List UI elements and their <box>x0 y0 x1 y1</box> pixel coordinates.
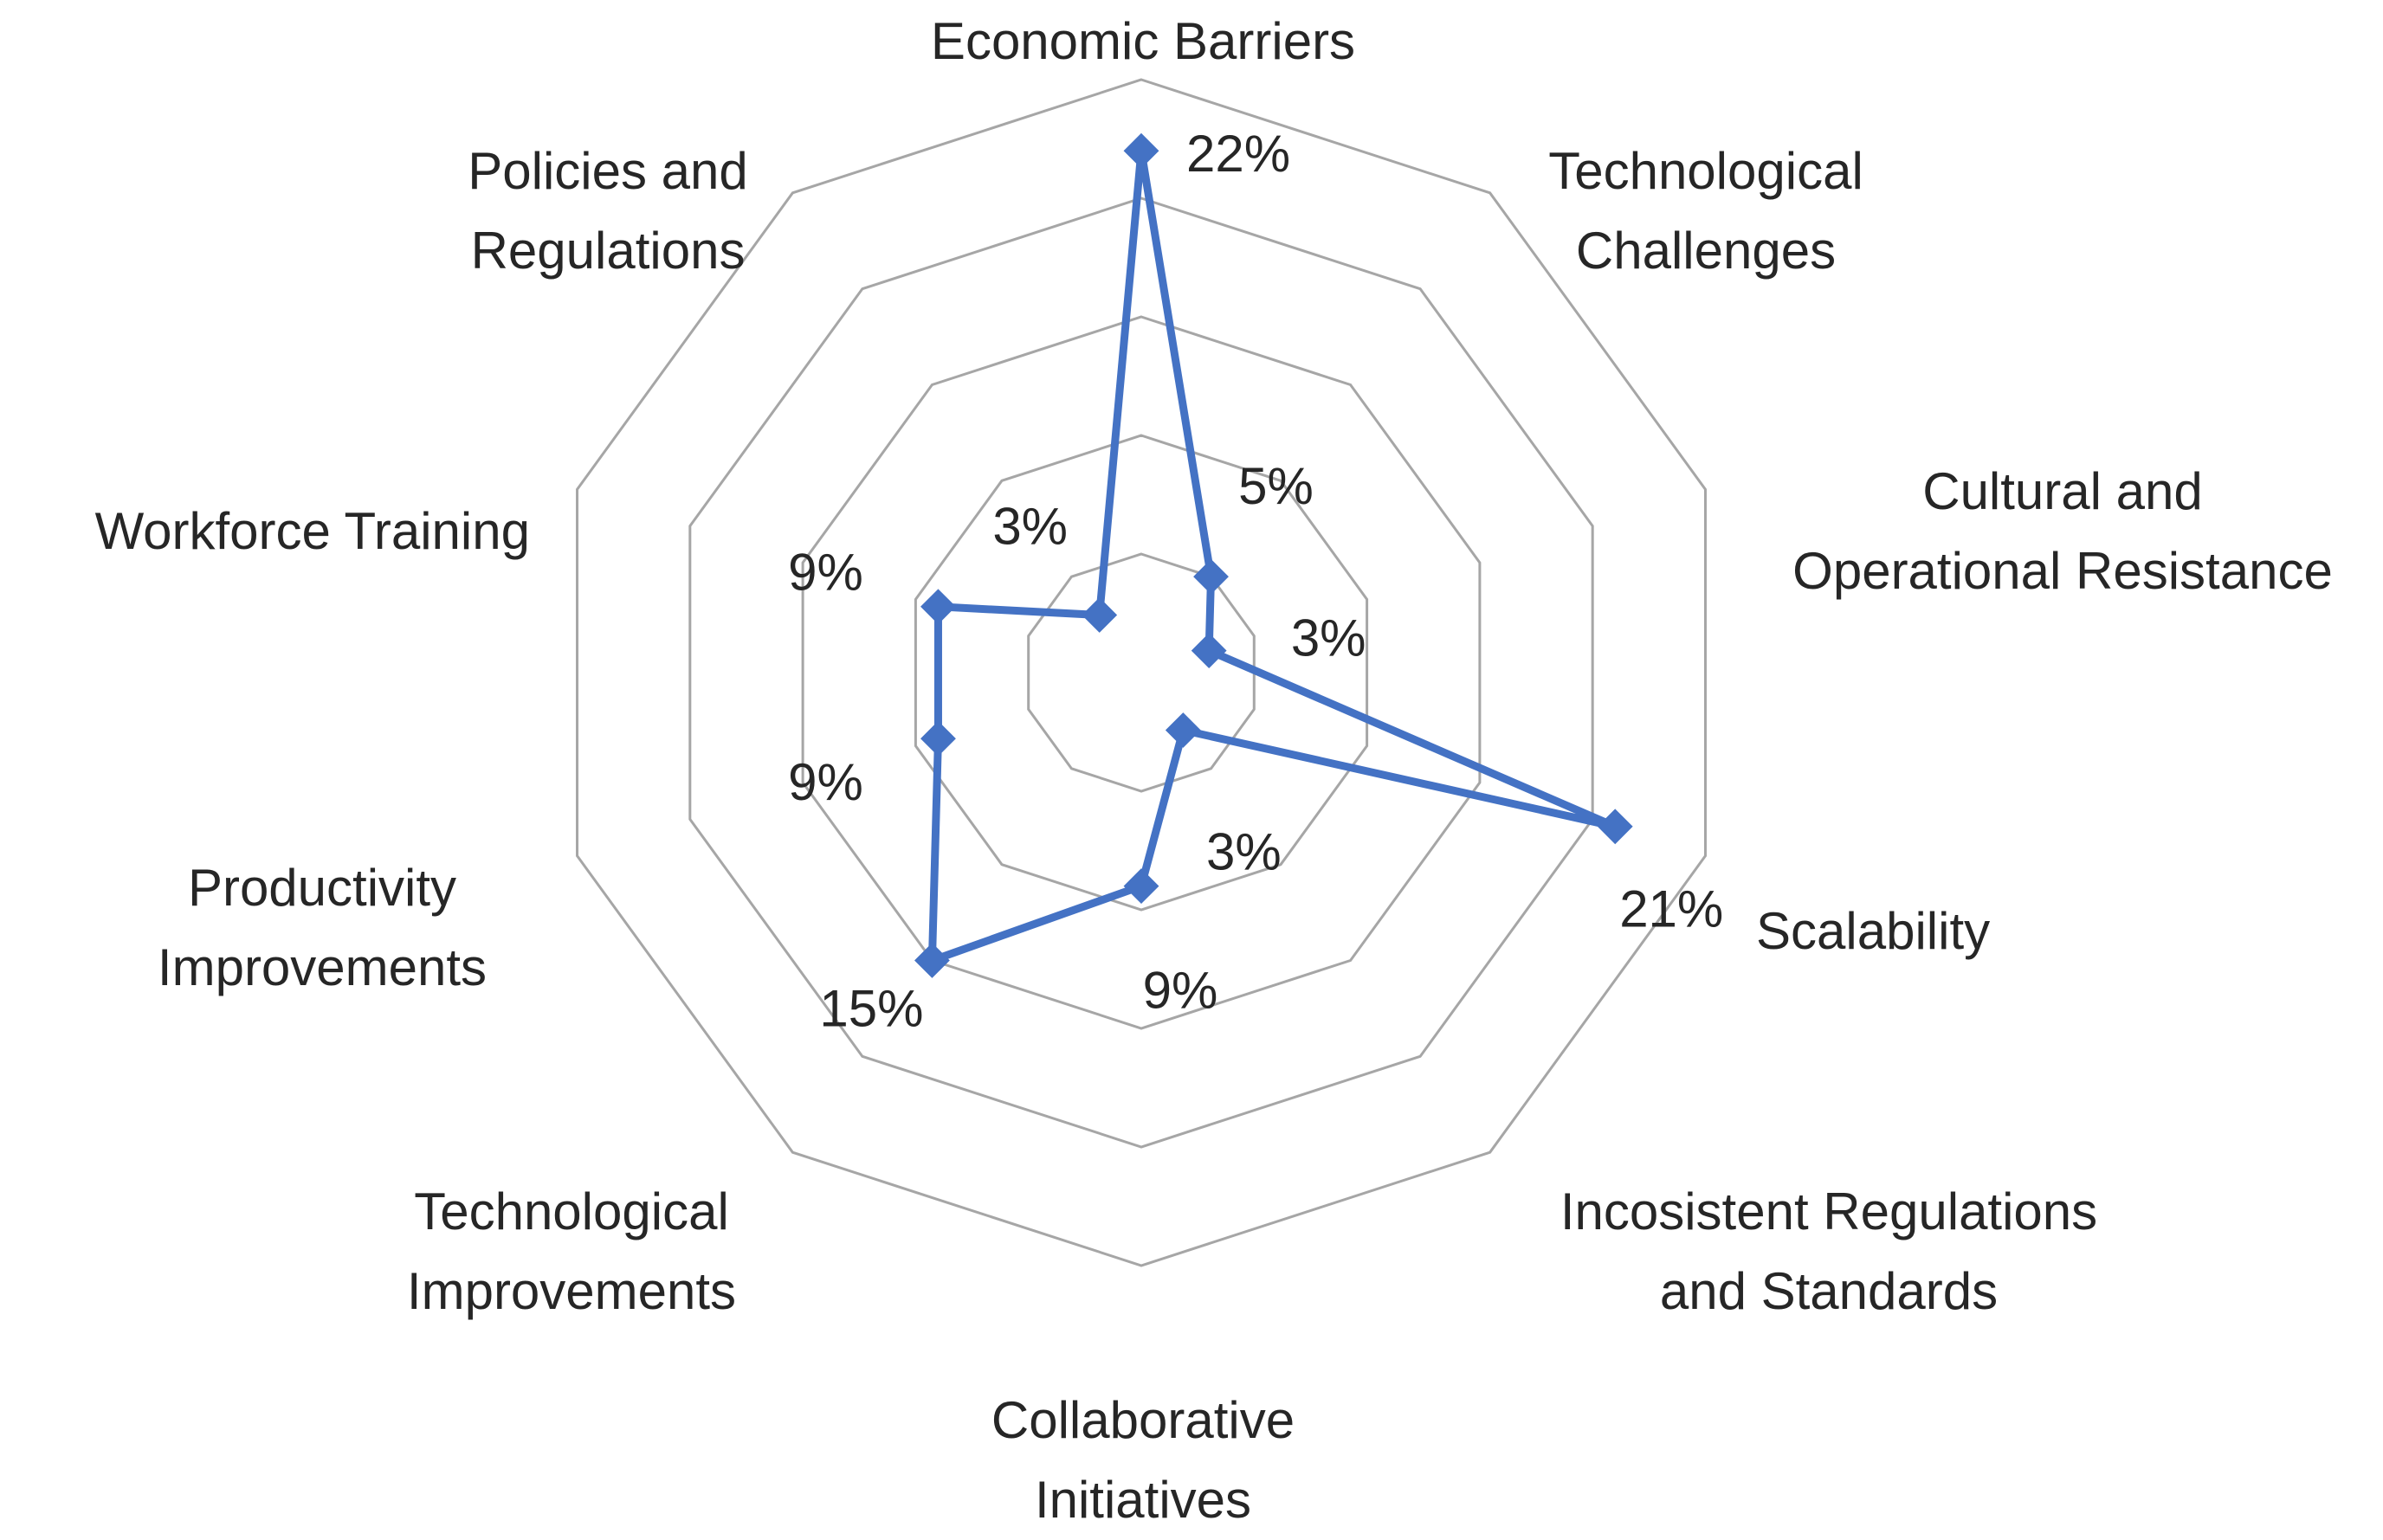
category-label-line: Productivity <box>188 859 456 917</box>
category-label: Scalability <box>1756 902 1990 960</box>
data-label: 15% <box>819 979 923 1037</box>
category-label: Workforce Training <box>95 502 530 560</box>
data-label: 22% <box>1186 125 1290 183</box>
data-label: 9% <box>1143 961 1218 1019</box>
category-label-line: Improvements <box>158 938 487 996</box>
category-label-line: Incosistent Regulations <box>1560 1182 2097 1240</box>
data-label: 9% <box>788 753 863 811</box>
data-point-marker <box>1597 809 1633 845</box>
category-label: Collaborative Initiatives <box>991 1391 1295 1529</box>
data-label: 3% <box>992 497 1068 555</box>
grid-layer <box>576 78 1707 1267</box>
category-label-line: Scalability <box>1756 902 1990 960</box>
data-point-marker <box>1193 558 1229 595</box>
grid-ring-1 <box>1027 552 1256 793</box>
data-label: 21% <box>1619 880 1723 938</box>
category-label-line: Initiatives <box>1035 1471 1251 1529</box>
data-label: 5% <box>1238 457 1314 515</box>
category-label: Cultural and Operational Resistance <box>1792 462 2333 600</box>
series-layer <box>914 132 1633 978</box>
category-label: Policies and Regulations <box>468 142 748 280</box>
category-label: Incosistent Regulations and Standards <box>1560 1182 2097 1320</box>
data-point-marker <box>1191 633 1227 669</box>
category-label: Economic Barriers <box>931 12 1355 70</box>
data-point-marker <box>914 943 950 978</box>
category-label-line: Operational Resistance <box>1792 542 2333 600</box>
category-label-line: Economic Barriers <box>931 12 1355 70</box>
category-label: Technological Improvements <box>407 1182 736 1320</box>
category-label: Technological Challenges <box>1548 142 1863 280</box>
category-label-line: and Standards <box>1660 1262 1998 1320</box>
grid-ring-3 <box>801 315 1482 1030</box>
data-point-marker <box>920 720 956 757</box>
category-label-line: Technological <box>414 1182 729 1240</box>
category-label-line: Regulations <box>471 222 746 280</box>
grid-ring-4 <box>688 197 1594 1149</box>
category-label-line: Cultural and <box>1922 462 2203 520</box>
data-label: 9% <box>788 544 863 602</box>
grid-ring-2 <box>914 434 1369 912</box>
category-label-line: Challenges <box>1576 222 1836 280</box>
data-point-marker <box>1123 132 1159 169</box>
data-label: 3% <box>1291 609 1366 667</box>
category-label-line: Technological <box>1548 142 1863 200</box>
data-point-marker <box>1165 712 1201 748</box>
category-label-line: Improvements <box>407 1262 736 1320</box>
label-layer: 22% 5% 3% 21% 3% 9% 15% 9% 9% 3% Economic Barriers… <box>95 12 2333 1529</box>
category-label: Productivity Improvements <box>158 859 487 996</box>
grid-ring-5 <box>576 78 1707 1267</box>
data-label: 3% <box>1206 822 1282 880</box>
data-point-marker <box>1123 868 1159 905</box>
category-label-line: Workforce Training <box>95 502 530 560</box>
category-label-line: Collaborative <box>991 1391 1295 1449</box>
category-label-line: Policies and <box>468 142 748 200</box>
data-point-marker <box>1082 597 1118 633</box>
data-point-marker <box>920 589 956 625</box>
